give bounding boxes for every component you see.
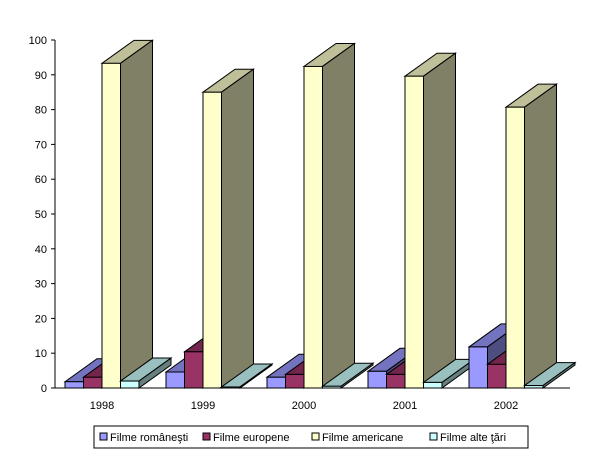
- legend-swatch: [311, 432, 320, 441]
- bar-group-1998: [63, 39, 173, 389]
- y-tick-label: 20: [35, 313, 47, 325]
- y-tick-label: 0: [41, 383, 47, 395]
- legend-swatch: [429, 432, 438, 441]
- y-tick-label: 80: [35, 105, 47, 117]
- legend: Filme româneşti Filme europene Filme ameri…: [93, 425, 529, 449]
- x-tick-label: 2001: [393, 400, 417, 412]
- bar-group-2002: [467, 83, 577, 389]
- y-tick-label: 30: [35, 279, 47, 291]
- legend-label: Filme europene: [213, 432, 289, 444]
- bar-2002-series-0: [468, 346, 488, 389]
- y-tick-label: 10: [35, 348, 47, 360]
- bar-2002-series-3: [524, 385, 544, 389]
- bar-group-2001: [366, 52, 476, 389]
- legend-label: Filme americane: [322, 432, 403, 444]
- legend-box: [93, 425, 529, 449]
- bar-side: [221, 68, 254, 389]
- bar-group-2000: [265, 42, 375, 389]
- y-tick-label: 90: [35, 70, 47, 82]
- bar-1999-series-3: [221, 386, 241, 389]
- y-tick-label: 70: [35, 139, 47, 151]
- x-tick-label: 1999: [191, 400, 215, 412]
- bar-side: [423, 52, 456, 389]
- x-tick-label: 2000: [292, 400, 316, 412]
- bar-side: [322, 42, 355, 389]
- bar-1998-series-2: [101, 62, 121, 389]
- bar-side: [524, 83, 557, 389]
- bar-2000-series-3: [322, 385, 342, 389]
- bar-2000-series-1: [285, 373, 305, 389]
- bar-2001-series-3: [423, 381, 443, 389]
- bar-2002-series-1: [487, 363, 507, 389]
- bar-2000-series-2: [303, 65, 323, 389]
- bar-1998-series-1: [83, 376, 103, 389]
- bar-2001-series-2: [404, 75, 424, 389]
- legend-label: Filme româneşti: [110, 432, 188, 444]
- bar-1999-series-2: [202, 91, 222, 389]
- y-tick-label: 50: [35, 209, 47, 221]
- legend-label: Filme alte ţări: [440, 432, 506, 444]
- bar-2001-series-1: [386, 373, 406, 389]
- legend-swatch: [99, 432, 108, 441]
- y-tick-label: 60: [35, 174, 47, 186]
- x-tick-label: 1998: [90, 400, 114, 412]
- bar-side: [120, 39, 153, 389]
- bar-2000-series-0: [266, 376, 286, 389]
- bar-group-1999: [164, 68, 274, 389]
- bar-2002-series-2: [505, 106, 525, 389]
- y-tick-label: 100: [29, 35, 47, 47]
- y-tick-label: 40: [35, 244, 47, 256]
- bar-1999-series-0: [165, 371, 185, 389]
- bar-1999-series-1: [184, 351, 204, 389]
- bar-1998-series-3: [120, 380, 140, 389]
- x-tick-label: 2002: [494, 400, 518, 412]
- legend-swatch: [202, 432, 211, 441]
- bar-1998-series-0: [64, 381, 84, 389]
- bar-2001-series-0: [367, 370, 387, 389]
